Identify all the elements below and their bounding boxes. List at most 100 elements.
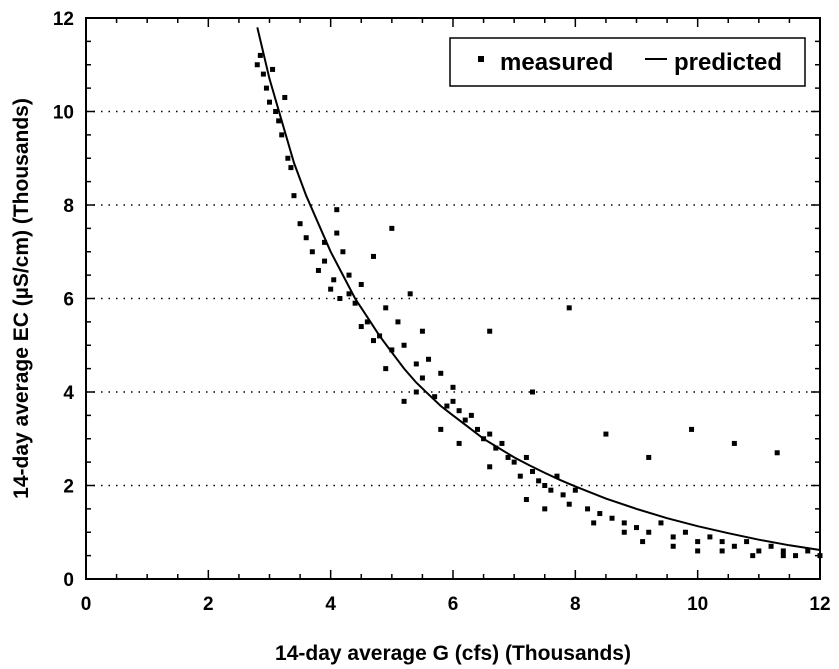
- y-axis-title: 14-day average EC (µS/cm) (Thousands): [10, 98, 33, 499]
- measured-point: [793, 553, 799, 559]
- x-axis-title: 14-day average G (cfs) (Thousands): [275, 642, 631, 665]
- measured-point: [493, 445, 499, 451]
- measured-point: [334, 207, 340, 213]
- measured-point: [670, 534, 676, 540]
- measured-point: [670, 543, 676, 549]
- legend-predicted-label: predicted: [674, 49, 782, 76]
- measured-point: [267, 99, 272, 105]
- measured-point: [337, 296, 343, 301]
- y-tick-label: 2: [63, 477, 74, 498]
- x-tick-label: 4: [325, 594, 336, 615]
- measured-point: [542, 483, 548, 488]
- measured-point: [487, 431, 493, 437]
- x-tick-label: 12: [809, 594, 830, 615]
- y-tick-label: 10: [53, 103, 74, 124]
- measured-point: [438, 426, 444, 432]
- measured-point: [309, 249, 315, 255]
- legend-box: [449, 37, 806, 87]
- measured-point: [591, 520, 597, 526]
- measured-point: [358, 324, 364, 330]
- legend: measured predicted: [449, 37, 806, 87]
- measured-point: [331, 277, 337, 283]
- measured-point: [744, 539, 750, 545]
- measured-point: [346, 272, 352, 278]
- measured-point: [456, 408, 462, 414]
- measured-point: [530, 389, 536, 395]
- measured-point: [603, 431, 609, 437]
- y-tick-label: 12: [53, 9, 74, 30]
- measured-point: [257, 52, 263, 58]
- measured-point: [566, 305, 572, 311]
- measured-point: [774, 450, 780, 456]
- legend-measured-label: measured: [500, 49, 613, 76]
- measured-point: [780, 548, 786, 554]
- measured-point: [279, 132, 285, 138]
- measured-point: [273, 109, 279, 114]
- measured-point: [328, 286, 334, 292]
- measured-point: [474, 426, 480, 432]
- measured-point: [523, 454, 529, 460]
- measured-point: [487, 464, 493, 470]
- measured-point: [731, 440, 737, 446]
- measured-point: [407, 291, 413, 297]
- predicted-curve: [256, 27, 821, 551]
- x-tick-label: 2: [203, 594, 214, 615]
- measured-point: [383, 366, 389, 372]
- measured-point: [468, 412, 474, 418]
- measured-point: [383, 305, 389, 311]
- measured-point: [444, 403, 450, 409]
- measured-point: [554, 473, 560, 479]
- x-tick-label: 10: [687, 594, 708, 615]
- measured-point: [450, 384, 456, 390]
- measured-point: [419, 375, 425, 381]
- measured-point: [756, 548, 762, 554]
- measured-point: [370, 253, 376, 259]
- measured-point: [285, 155, 291, 161]
- measured-point: [288, 165, 294, 171]
- measured-point: [780, 553, 786, 559]
- measured-point: [695, 539, 701, 545]
- measured-point: [340, 249, 346, 255]
- measured-point: [572, 487, 578, 493]
- measured-point: [750, 553, 756, 559]
- measured-point: [487, 328, 493, 334]
- measured-point: [358, 281, 364, 287]
- measured-point: [413, 389, 419, 395]
- measured-point: [395, 319, 401, 325]
- measured-point: [511, 459, 517, 465]
- measured-point: [432, 394, 438, 400]
- gridlines: [86, 110, 820, 487]
- measured-point: [499, 440, 505, 446]
- measured-point: [719, 539, 725, 545]
- y-tick-label: 6: [63, 290, 74, 311]
- measured-point: [523, 497, 529, 503]
- measured-point: [530, 468, 536, 474]
- plot-frame: [85, 17, 821, 580]
- measured-point: [462, 417, 468, 423]
- x-tick-label: 8: [570, 594, 581, 615]
- measured-point: [719, 548, 725, 554]
- measured-point: [646, 529, 652, 535]
- measured-point: [254, 62, 260, 68]
- measured-point: [260, 71, 266, 77]
- y-tick-labels: 0 2 4 6 8 10 12: [53, 9, 75, 591]
- y-tick-label: 0: [63, 570, 74, 591]
- measured-point: [609, 515, 615, 521]
- measured-point: [389, 347, 395, 353]
- measured-point: [689, 426, 695, 432]
- measured-point: [682, 529, 688, 535]
- measured-point: [634, 525, 639, 531]
- measured-point: [291, 193, 297, 199]
- measured-point: [560, 492, 566, 498]
- measured-point: [548, 487, 554, 493]
- measured-point: [597, 511, 603, 517]
- measured-point: [658, 520, 664, 526]
- measured-point: [419, 328, 425, 334]
- measured-point: [542, 506, 548, 512]
- measured-point: [438, 370, 444, 376]
- measured-point: [731, 543, 737, 549]
- measured-point: [536, 478, 542, 484]
- measured-point: [426, 356, 432, 362]
- measured-point: [352, 300, 358, 306]
